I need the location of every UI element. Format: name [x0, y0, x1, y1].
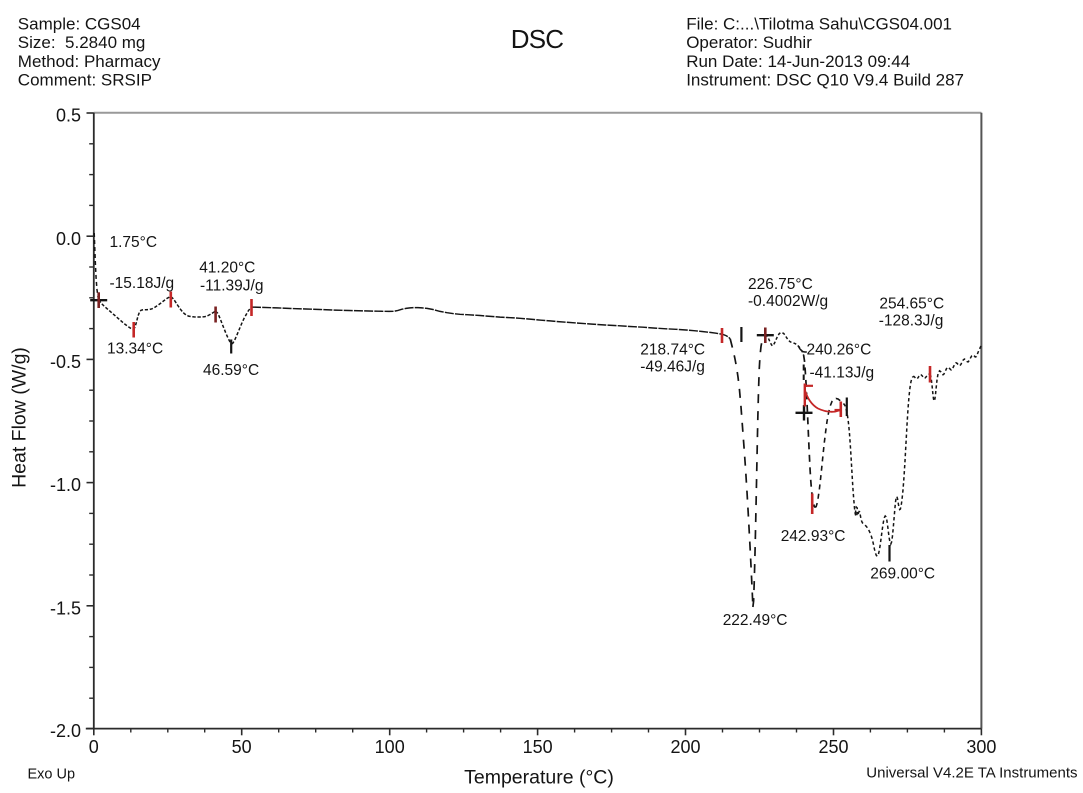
- svg-text:Run Date: 14-Jun-2013 09:44: Run Date: 14-Jun-2013 09:44: [686, 52, 910, 71]
- svg-text:0.0: 0.0: [56, 229, 81, 249]
- svg-text:13.34°C: 13.34°C: [107, 341, 163, 358]
- svg-text:-2.0: -2.0: [50, 721, 81, 741]
- svg-text:-41.13J/g: -41.13J/g: [810, 364, 875, 381]
- svg-text:50: 50: [232, 737, 252, 757]
- svg-text:Sample: CGS04: Sample: CGS04: [18, 15, 141, 34]
- svg-text:254.65°C: 254.65°C: [879, 296, 944, 313]
- svg-text:-49.46J/g: -49.46J/g: [640, 359, 705, 376]
- svg-text:Operator: Sudhir: Operator: Sudhir: [686, 33, 812, 52]
- svg-text:Method: Pharmacy: Method: Pharmacy: [18, 52, 161, 71]
- svg-text:-0.4002W/g: -0.4002W/g: [748, 293, 828, 310]
- svg-text:DSC: DSC: [511, 24, 564, 54]
- svg-text:Comment: SRSIP: Comment: SRSIP: [18, 70, 152, 89]
- svg-text:226.75°C: 226.75°C: [748, 276, 813, 293]
- svg-text:200: 200: [670, 737, 700, 757]
- svg-text:Temperature (°C): Temperature (°C): [464, 766, 614, 788]
- svg-text:0.5: 0.5: [56, 106, 81, 126]
- svg-text:1.75°C: 1.75°C: [110, 234, 158, 251]
- svg-text:File: C:...\Tilotma Sahu\CGS04: File: C:...\Tilotma Sahu\CGS04.001: [686, 15, 952, 34]
- svg-text:Universal V4.2E TA Instruments: Universal V4.2E TA Instruments: [866, 765, 1077, 782]
- svg-text:100: 100: [375, 737, 405, 757]
- svg-text:-1.0: -1.0: [50, 475, 81, 495]
- svg-text:150: 150: [523, 737, 553, 757]
- svg-text:46.59°C: 46.59°C: [203, 362, 259, 379]
- svg-text:242.93°C: 242.93°C: [781, 528, 846, 545]
- svg-text:300: 300: [966, 737, 996, 757]
- svg-text:Size: 5.2840 mg: Size: 5.2840 mg: [18, 33, 146, 52]
- svg-text:250: 250: [818, 737, 848, 757]
- svg-text:-0.5: -0.5: [50, 352, 81, 372]
- svg-text:218.74°C: 218.74°C: [640, 342, 705, 359]
- svg-text:Heat Flow (W/g): Heat Flow (W/g): [9, 347, 31, 488]
- svg-text:Exo Up: Exo Up: [28, 766, 76, 782]
- svg-text:Instrument: DSC Q10 V9.4 Build: Instrument: DSC Q10 V9.4 Build 287: [686, 70, 964, 89]
- svg-text:0: 0: [89, 737, 99, 757]
- svg-text:222.49°C: 222.49°C: [723, 612, 788, 629]
- svg-text:-15.18J/g: -15.18J/g: [110, 275, 175, 292]
- svg-text:41.20°C: 41.20°C: [199, 260, 255, 277]
- svg-text:-128.3J/g: -128.3J/g: [879, 313, 944, 330]
- svg-text:-11.39J/g: -11.39J/g: [200, 277, 263, 294]
- svg-text:240.26°C: 240.26°C: [807, 342, 872, 359]
- svg-text:269.00°C: 269.00°C: [870, 566, 935, 583]
- svg-text:-1.5: -1.5: [50, 598, 81, 618]
